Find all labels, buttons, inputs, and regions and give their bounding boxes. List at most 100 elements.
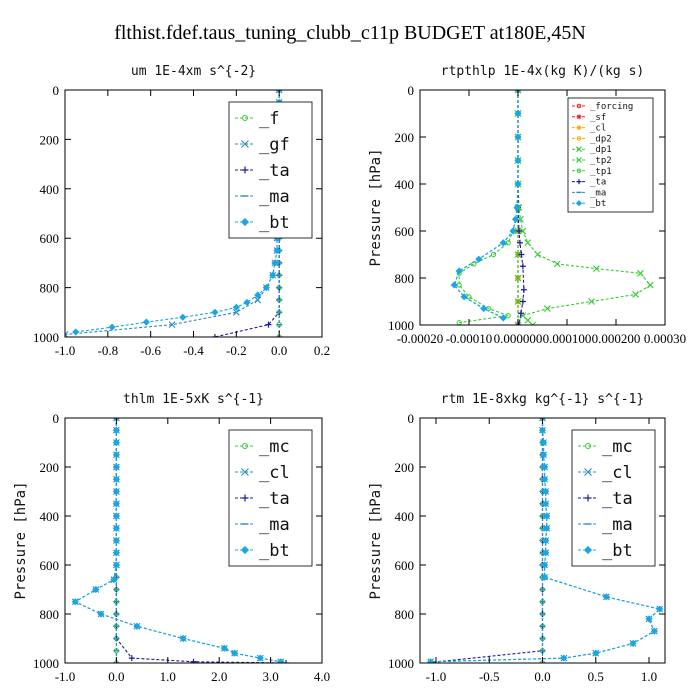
series-line xyxy=(430,418,544,663)
x-tick-label: 2.0 xyxy=(211,669,227,684)
data-point xyxy=(231,649,239,657)
data-point xyxy=(509,227,517,235)
legend-marker xyxy=(576,103,582,109)
data-point xyxy=(112,463,120,471)
y-tick-label: 800 xyxy=(40,607,60,622)
data-point xyxy=(256,654,264,662)
data-point xyxy=(514,251,522,258)
x-tick-label: 0.000100 xyxy=(543,331,592,346)
y-tick-label: 0 xyxy=(408,411,415,426)
y-tick-label: 1000 xyxy=(388,656,414,671)
legend-label: _mc xyxy=(602,437,633,457)
legend-label: _ta xyxy=(590,178,606,188)
legend-label: _bt xyxy=(259,541,290,561)
series-bt xyxy=(450,90,522,322)
legend-label: _dp2 xyxy=(590,134,612,144)
series-line xyxy=(430,418,661,663)
data-point xyxy=(517,310,524,317)
y-tick-label: 800 xyxy=(395,607,415,622)
series-line xyxy=(453,90,519,319)
panel-3: thlm 1E-5xK s^{-1} Pressure [hPa] -1.0 0.0 1… xyxy=(13,392,330,684)
x-tick-label: 0.0 xyxy=(108,669,124,684)
legend-label: _ma xyxy=(602,515,633,535)
legend-marker xyxy=(576,125,582,131)
data-point xyxy=(112,512,120,520)
legend-label: _ta xyxy=(602,489,633,509)
legend-label: _f xyxy=(259,109,279,129)
data-point xyxy=(112,561,120,569)
data-point xyxy=(519,227,527,235)
data-point xyxy=(543,524,551,532)
data-point xyxy=(514,133,522,141)
data-point xyxy=(112,438,120,447)
legend-marker xyxy=(576,157,582,163)
data-point xyxy=(629,639,637,647)
legend-marker xyxy=(240,217,250,227)
data-point xyxy=(656,605,664,613)
legend-label: _cl xyxy=(590,124,606,134)
legend-label: _bt xyxy=(259,213,290,233)
y-tick-label: 400 xyxy=(40,182,60,197)
x-tick-label: 3.0 xyxy=(262,669,278,684)
data-point xyxy=(541,573,549,581)
data-point xyxy=(133,622,141,630)
series-line xyxy=(458,90,519,324)
legend-label: _bt xyxy=(590,199,606,209)
legend-marker xyxy=(575,200,583,207)
data-point xyxy=(543,512,551,520)
data-point xyxy=(254,296,262,304)
legend: _f _gf _ta _ma _bt xyxy=(228,101,313,239)
data-point xyxy=(232,303,240,311)
y-tick-label: 400 xyxy=(40,509,60,524)
x-tick-label: 0.2 xyxy=(314,343,330,358)
series-line xyxy=(453,90,519,319)
data-point xyxy=(72,328,80,336)
legend-marker xyxy=(576,114,582,120)
data-point xyxy=(541,463,549,471)
panel-4: rtm 1E-8xkg kg^{-1} s^{-1} Pressure [hPa]… xyxy=(368,392,666,684)
x-tick-label: 0.000000 xyxy=(494,331,543,346)
x-tick-label: 0.000200 xyxy=(592,331,641,346)
legend-label: _forcing xyxy=(590,102,633,112)
data-point xyxy=(113,418,120,422)
x-tick-label: -1.0 xyxy=(426,669,447,684)
data-point xyxy=(112,536,120,545)
series-line xyxy=(517,90,652,325)
legend-label: _ma xyxy=(590,188,606,198)
legend: _mc _cl _ta _ma _bt xyxy=(228,429,313,567)
y-tick-label: 800 xyxy=(395,271,415,286)
legend-label: _ta xyxy=(259,489,290,509)
plot-frame xyxy=(64,417,323,664)
legend-marker xyxy=(241,166,249,174)
y-tick-label: 600 xyxy=(395,224,415,239)
data-point xyxy=(593,265,600,272)
data-point xyxy=(179,313,187,321)
legend-label: _dp1 xyxy=(590,145,612,155)
data-point xyxy=(112,426,120,434)
legend-marker xyxy=(576,179,582,185)
data-point xyxy=(505,313,511,319)
data-point xyxy=(97,610,105,618)
legend-label: _mc xyxy=(259,437,290,457)
data-point xyxy=(542,549,550,557)
legend-marker xyxy=(242,443,248,449)
data-point xyxy=(232,308,240,316)
data-point xyxy=(168,321,176,329)
data-point xyxy=(602,593,610,601)
data-point xyxy=(541,475,549,483)
data-point xyxy=(519,263,526,270)
data-point xyxy=(520,286,527,293)
data-point xyxy=(539,438,548,447)
x-tick-label: 1.0 xyxy=(641,669,657,684)
y-tick-label: 1000 xyxy=(33,656,59,671)
x-tick-label: -0.2 xyxy=(226,343,247,358)
data-point xyxy=(265,321,272,328)
data-point xyxy=(650,627,658,635)
data-point xyxy=(645,615,653,623)
x-tick-label: -0.8 xyxy=(98,343,119,358)
data-point xyxy=(92,585,100,594)
legend-label: _sf xyxy=(590,113,606,123)
legend-label: _tp2 xyxy=(590,156,612,166)
y-tick-label: 600 xyxy=(40,558,60,573)
